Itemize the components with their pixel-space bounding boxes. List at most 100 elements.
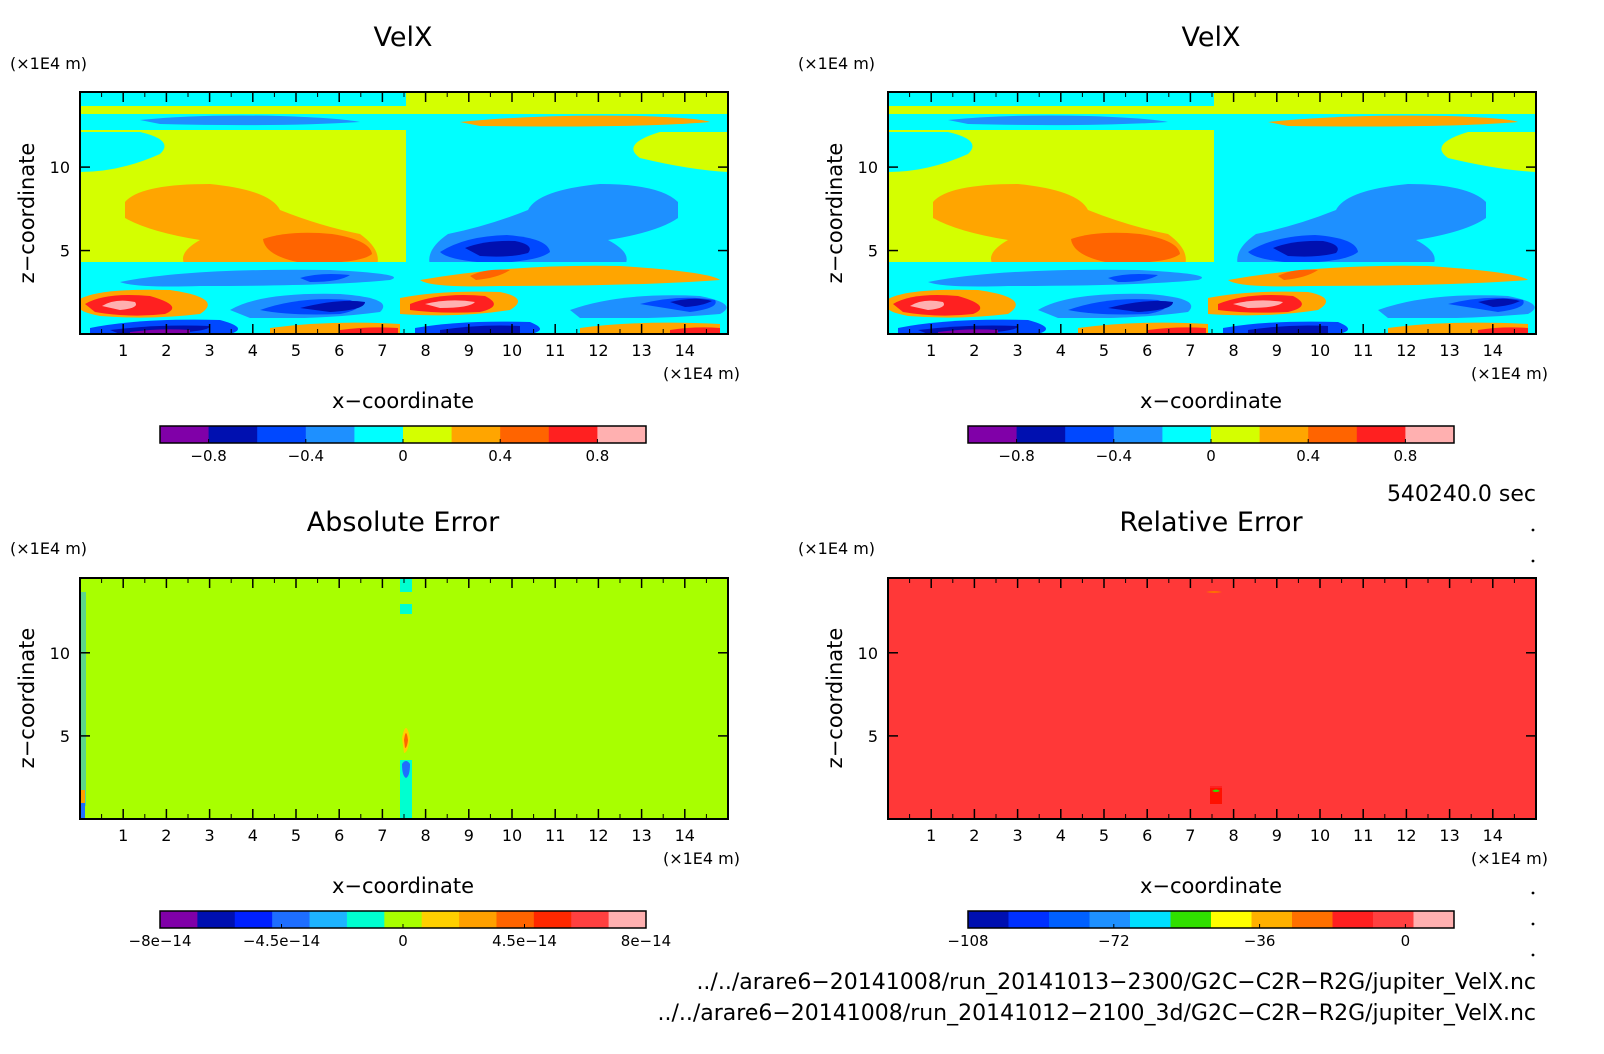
colorbar-swatch [1211, 911, 1252, 928]
y-unit-label: (×1E4 m) [798, 539, 875, 558]
y-axis-label: z−coordinate [15, 143, 39, 284]
x-tick-label: 13 [1439, 826, 1459, 845]
x-tick-label: 14 [1483, 826, 1503, 845]
colorbar-label: 0.4 [1296, 447, 1320, 465]
colorbar-label: −36 [1244, 932, 1276, 950]
colorbar-swatch [1356, 426, 1406, 443]
colorbar-label: 0.4 [488, 447, 512, 465]
y-tick-label: 10 [50, 644, 70, 663]
colorbar-swatch [1332, 911, 1374, 928]
colorbar-label: 0 [1401, 932, 1411, 950]
colorbar-swatch [384, 911, 423, 928]
colorbar-label: −72 [1098, 932, 1130, 950]
x-tick-label: 5 [291, 341, 301, 360]
x-tick-label: 1 [118, 341, 128, 360]
x-axis-label: x−coordinate [332, 874, 474, 898]
x-tick-label: 2 [161, 341, 171, 360]
colorbar-label: 0 [398, 447, 408, 465]
x-tick-label: 6 [334, 341, 344, 360]
x-tick-label: 2 [161, 826, 171, 845]
x-tick-label: 9 [1272, 826, 1282, 845]
y-unit-label: (×1E4 m) [798, 54, 875, 73]
y-axis-label: z−coordinate [15, 628, 39, 769]
colorbar-label: −108 [947, 932, 988, 950]
colorbar-swatch [1170, 911, 1212, 928]
x-tick-label: 4 [248, 341, 258, 360]
x-tick-label: 10 [502, 826, 522, 845]
colorbar-label: −4.5e−14 [243, 932, 320, 950]
colorbar-swatch [1292, 911, 1333, 928]
x-tick-label: 13 [631, 341, 651, 360]
panel-title: VelX [374, 22, 433, 53]
colorbar-swatch [1308, 426, 1358, 443]
panel-relative-error: Relative Error (×1E4 m) 1 2 3 4 5 6 7 8 9 10 11 12 1… [798, 507, 1548, 950]
colorbar-label: 0.8 [1393, 447, 1417, 465]
colorbar-swatch [968, 426, 1018, 443]
x-tick-label: 12 [588, 826, 608, 845]
x-tick-label: 13 [1439, 341, 1459, 360]
colorbar-swatch [309, 911, 348, 928]
x-tick-label: 11 [1353, 341, 1373, 360]
x-tick-label: 5 [1099, 826, 1109, 845]
x-tick-label: 10 [502, 341, 522, 360]
colorbar-label: 0 [1206, 447, 1216, 465]
colorbar-swatch [1373, 911, 1414, 928]
x-tick-label: 2 [969, 341, 979, 360]
colorbar-swatch [1089, 911, 1131, 928]
x-axis-label: x−coordinate [1140, 874, 1282, 898]
colorbar-swatch [1259, 426, 1309, 443]
x-tick-label: 8 [1229, 341, 1239, 360]
heatmap-field [888, 578, 1536, 819]
x-tick-label: 8 [421, 341, 431, 360]
x-tick-label: 7 [377, 341, 387, 360]
panel-velx-right: VelX (×1E4 m) [798, 22, 1548, 465]
colorbar-swatch [533, 911, 572, 928]
margin-dots [1531, 528, 1535, 957]
x-tick-label: 7 [1185, 341, 1195, 360]
colorbar-frame [967, 910, 1455, 929]
heatmap-field [80, 578, 728, 819]
x-tick-label: 9 [464, 826, 474, 845]
x-tick-label: 11 [545, 826, 565, 845]
x-tick-label: 7 [1185, 826, 1195, 845]
x-tick-label: 11 [545, 341, 565, 360]
x-tick-label: 12 [1396, 341, 1416, 360]
colorbar-swatch [208, 426, 258, 443]
x-unit-label: (×1E4 m) [1471, 364, 1548, 383]
colorbar-swatch [197, 911, 236, 928]
x-tick-label: 14 [675, 826, 695, 845]
panel-absolute-error: Absolute Error (×1E4 m) 1 2 3 4 5 6 7 8 9 10 11 12 1… [10, 507, 740, 950]
time-label: 540240.0 sec [1387, 482, 1536, 507]
x-tick-label: 13 [631, 826, 651, 845]
x-tick-label: 10 [1310, 341, 1330, 360]
x-tick-label: 7 [377, 826, 387, 845]
colorbar-swatch [160, 426, 210, 443]
colorbar-label: 8e−14 [621, 932, 671, 950]
y-tick-label: 5 [60, 727, 70, 746]
colorbar-swatch [1049, 911, 1090, 928]
colorbar-swatch [548, 426, 598, 443]
colorbar-swatch [257, 426, 307, 443]
colorbar-swatch [1251, 911, 1293, 928]
colorbar-swatch [272, 911, 311, 928]
x-tick-label: 9 [464, 341, 474, 360]
colorbar-swatch [354, 426, 404, 443]
panel-title: VelX [1182, 22, 1241, 53]
heatmap-field [80, 92, 728, 334]
x-tick-label: 1 [926, 826, 936, 845]
colorbar-label: −0.4 [1096, 447, 1132, 465]
colorbar-swatch [1405, 426, 1455, 443]
x-tick-label: 3 [1013, 341, 1023, 360]
x-tick-label: 4 [248, 826, 258, 845]
x-tick-label: 6 [334, 826, 344, 845]
colorbar-label: −0.8 [190, 447, 226, 465]
x-tick-label: 2 [969, 826, 979, 845]
x-axis-label: x−coordinate [1140, 389, 1282, 413]
x-tick-label: 1 [118, 826, 128, 845]
panel-velx-left: VelX (×1E4 m) [10, 22, 740, 465]
x-tick-label: 1 [926, 341, 936, 360]
colorbar-swatch [234, 911, 273, 928]
x-tick-label: 5 [291, 826, 301, 845]
